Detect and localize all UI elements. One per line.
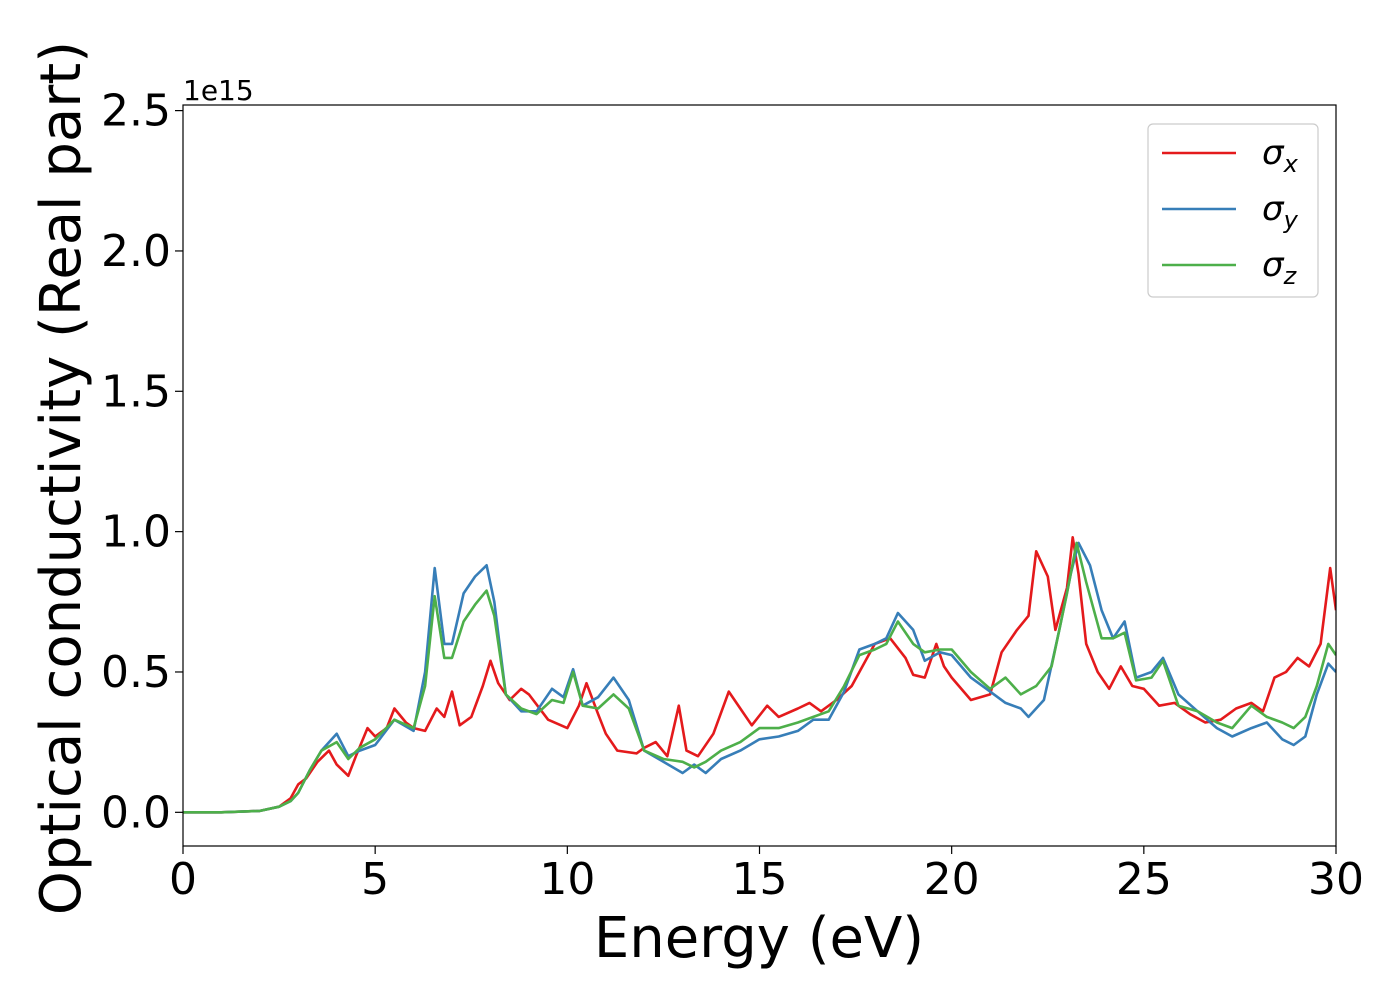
y-tick-label: 2.5: [101, 86, 171, 137]
y-axis-offset-label: 1e15: [183, 74, 254, 107]
y-tick-label: 1.0: [101, 507, 171, 558]
y-tick-label: 1.5: [101, 366, 171, 417]
x-tick-label: 20: [924, 854, 980, 905]
y-axis-title: Optical conductivity (Real part): [29, 41, 94, 915]
y-tick-label: 0.5: [101, 647, 171, 698]
x-tick-label: 30: [1308, 854, 1364, 905]
legend-box: [1147, 123, 1319, 298]
x-axis-title: Energy (eV): [594, 906, 924, 971]
legend: σx σy σz: [1147, 123, 1319, 298]
x-axis-ticks: 0 5 10 15 20 25 30: [169, 846, 1364, 905]
legend-label-sigma-y: σy: [1262, 189, 1299, 234]
legend-label-sigma-z: σz: [1262, 245, 1298, 290]
y-axis-ticks: 0.0 0.5 1.0 1.5 2.0 2.5: [101, 86, 183, 838]
plot-area: [182, 104, 1337, 847]
x-tick-label: 15: [732, 854, 788, 905]
x-tick-label: 10: [539, 854, 595, 905]
x-tick-label: 5: [361, 854, 389, 905]
y-tick-label: 0.0: [101, 787, 171, 838]
legend-label-sigma-x: σx: [1262, 133, 1299, 178]
x-tick-label: 0: [169, 854, 197, 905]
series-line-sigma-x: [183, 536, 1336, 814]
series-lines: [183, 536, 1336, 814]
y-tick-label: 2.0: [101, 226, 171, 277]
series-line-sigma-z: [183, 541, 1336, 814]
x-tick-label: 25: [1116, 854, 1172, 905]
